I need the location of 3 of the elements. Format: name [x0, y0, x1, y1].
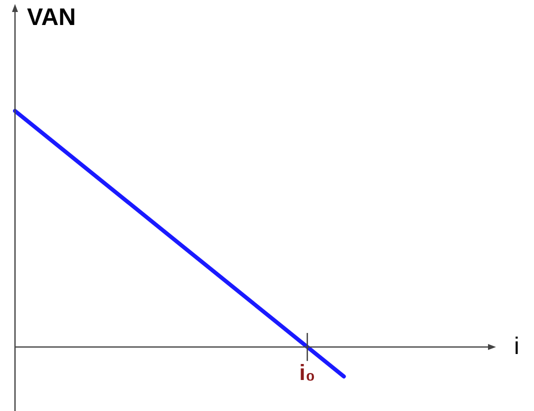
annotation: i₀: [299, 360, 316, 386]
x-axis-title: i: [514, 332, 520, 361]
y-axis-title: VAN: [27, 4, 76, 32]
